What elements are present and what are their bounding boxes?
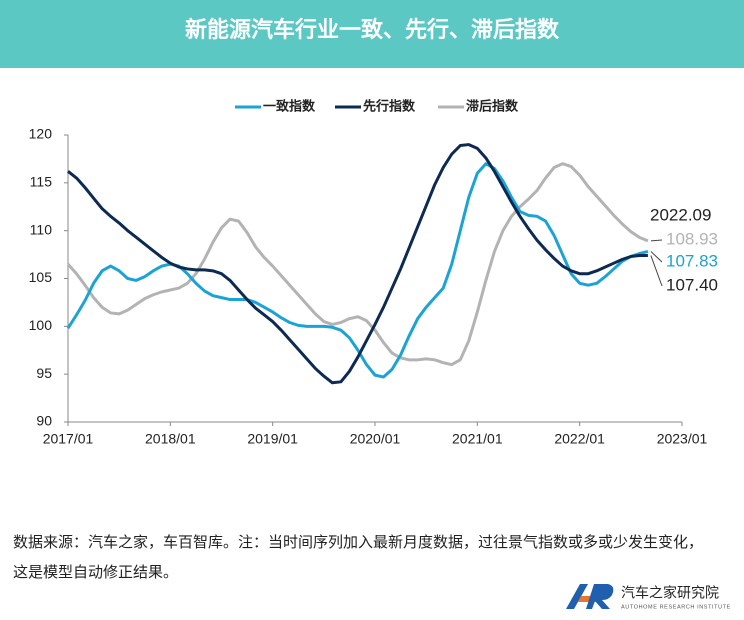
- y-tick-label: 90: [36, 413, 52, 429]
- annotation: 2022.09: [650, 205, 711, 224]
- x-tick-label: 2020/01: [350, 431, 401, 447]
- x-tick-label: 2019/01: [247, 431, 298, 447]
- series-line: [66, 162, 649, 379]
- leader-line: [650, 255, 663, 287]
- y-tick-label: 120: [29, 126, 53, 142]
- y-tick-label: 115: [30, 174, 53, 190]
- logo-mark: [566, 584, 614, 609]
- series-line: [66, 162, 649, 367]
- x-tick-label: 2022/01: [554, 431, 605, 447]
- source-note: 数据来源：汽车之家，车百智库。注：当时间序列加入最新月度数据，过往景气指数或多或…: [13, 534, 704, 581]
- leader-line: [650, 239, 663, 242]
- y-tick-label: 95: [36, 365, 52, 381]
- end-label: 108.93: [666, 229, 718, 248]
- x-tick-label: 2021/01: [452, 431, 503, 447]
- legend-label: 先行指数: [363, 98, 416, 113]
- y-tick-label: 100: [29, 317, 53, 333]
- y-tick-label: 105: [29, 269, 53, 285]
- end-label: 107.40: [666, 275, 718, 294]
- logo-name: 汽车之家研究院: [621, 585, 719, 601]
- x-tick-label: 2017/01: [43, 431, 94, 447]
- x-tick-label: 2023/01: [657, 431, 708, 447]
- legend-label: 滞后指数: [466, 98, 519, 113]
- leader-line: [650, 251, 663, 263]
- header-band: [0, 0, 744, 68]
- series-line: [67, 143, 648, 385]
- logo-subtitle: AUTOHOME RESEARCH INSTITUTE: [621, 604, 731, 610]
- legend-label: 一致指数: [263, 98, 316, 113]
- end-label: 107.83: [666, 251, 718, 270]
- y-tick-label: 110: [30, 221, 53, 237]
- x-tick-label: 2018/01: [145, 431, 196, 447]
- chart-title: 新能源汽车行业一致、先行、滞后指数: [185, 17, 560, 42]
